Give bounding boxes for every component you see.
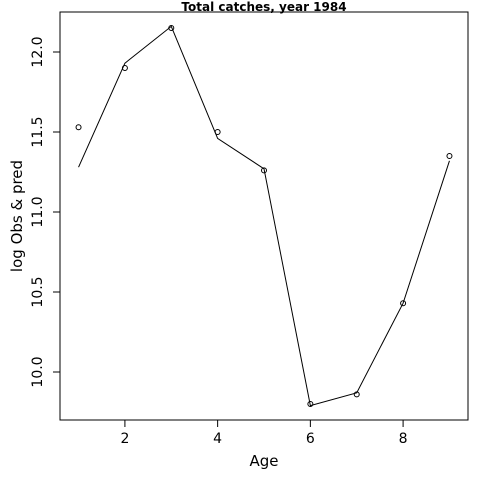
observed-point: [400, 300, 407, 307]
observed-point: [307, 401, 314, 407]
observed-point: [446, 153, 453, 159]
x-tick-label: 6: [306, 431, 315, 447]
x-axis-label: Age: [249, 452, 278, 470]
y-tick-label: 10.0: [30, 356, 46, 387]
plot-frame: [59, 11, 469, 421]
y-tick-label: 12.0: [30, 36, 46, 67]
predicted-line: [78, 25, 450, 407]
observed-points-layer: [75, 25, 453, 407]
observed-point: [261, 167, 267, 174]
x-axis: 2 4 6 8: [120, 419, 408, 447]
x-tick-label: 2: [120, 431, 129, 447]
observed-point: [214, 129, 221, 135]
x-tick-label: 4: [213, 431, 222, 447]
observed-point: [353, 391, 360, 398]
y-tick-label: 11.5: [30, 116, 46, 147]
y-tick-label: 10.5: [30, 276, 46, 307]
chart-title: Total catches, year 1984: [181, 0, 346, 14]
y-axis-label: log Obs & pred: [8, 160, 26, 272]
y-axis: 10.0 10.5 11.0 11.5 12.0: [30, 36, 61, 388]
y-tick-label: 11.0: [30, 196, 46, 227]
observed-point: [168, 25, 175, 31]
observed-point: [121, 65, 128, 71]
predicted-line-layer: [78, 25, 450, 407]
x-tick-label: 8: [399, 431, 408, 447]
observed-point: [75, 124, 82, 131]
